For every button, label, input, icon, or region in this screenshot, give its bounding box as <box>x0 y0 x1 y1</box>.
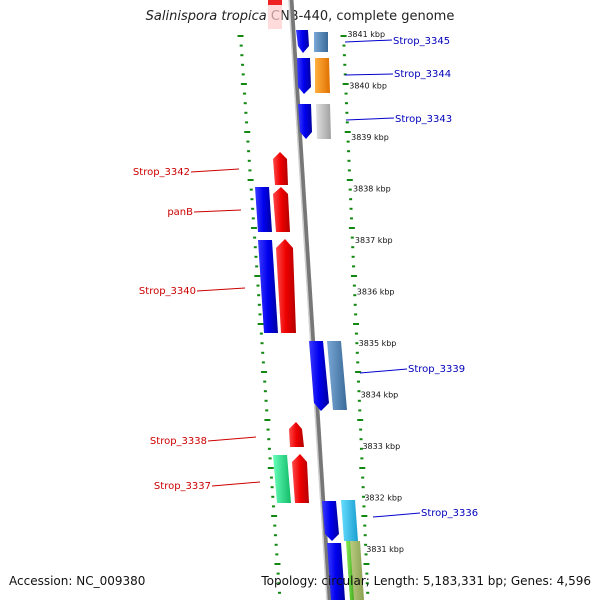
gene-strop-3342-arrow[interactable] <box>273 152 288 185</box>
gene-strop-3336-arrow[interactable] <box>322 501 339 541</box>
gene-strop-3339-cog[interactable] <box>327 341 347 410</box>
map-title-rest: CNB-440, complete genome <box>266 9 455 24</box>
gene-strop-3344-cog[interactable] <box>315 58 330 93</box>
gene-panb-arrow[interactable] <box>273 187 290 232</box>
scale-label: 3841 kbp <box>347 30 385 39</box>
scale-label: 3831 kbp <box>366 545 404 554</box>
label-strop-3337[interactable]: Strop_3337 <box>154 481 211 492</box>
gene-strop-3343-cog[interactable] <box>316 104 331 139</box>
gene-strop-3340-arrow[interactable] <box>276 239 296 333</box>
gene-arrows <box>255 30 364 600</box>
gene-bottom-blue[interactable] <box>327 543 345 600</box>
scale-label: 3835 kbp <box>359 339 397 348</box>
gene-strop-3337-arrow[interactable] <box>292 454 309 503</box>
scale-label: 3836 kbp <box>357 288 395 297</box>
gene-bottom-lime[interactable] <box>346 541 354 600</box>
backbone <box>288 0 332 600</box>
scale-label: 3838 kbp <box>353 185 391 194</box>
gene-strop-3337-cog[interactable] <box>273 455 291 503</box>
gene-strop-3345-arrow[interactable] <box>296 30 309 53</box>
gene-strop-3344-arrow[interactable] <box>297 58 311 94</box>
map-title: Salinispora tropica CNB-440, complete ge… <box>0 9 600 24</box>
gene-top-partial-pink <box>268 5 282 29</box>
map-title-species: Salinispora tropica <box>145 9 267 24</box>
gene-top-partial[interactable] <box>268 0 282 5</box>
scale-label: 3834 kbp <box>361 391 399 400</box>
scale-label: 3833 kbp <box>362 442 400 451</box>
label-strop-3339[interactable]: Strop_3339 <box>408 364 465 375</box>
scale-label: 3840 kbp <box>349 82 387 91</box>
gene-strop-3338-arrow[interactable] <box>289 422 304 447</box>
label-strop-3343[interactable]: Strop_3343 <box>395 114 452 125</box>
scale-labels: 3841 kbp 3840 kbp 3839 kbp 3838 kbp 3837 kbp… <box>347 30 404 554</box>
label-strop-3342[interactable]: Strop_3342 <box>133 167 190 178</box>
label-strop-3338[interactable]: Strop_3338 <box>150 436 207 447</box>
gene-strop-3340-blue[interactable] <box>258 240 278 333</box>
scale-label: 3832 kbp <box>364 494 402 503</box>
scale-label: 3837 kbp <box>355 236 393 245</box>
label-strop-3336[interactable]: Strop_3336 <box>421 508 478 519</box>
label-connectors <box>190 39 421 518</box>
label-strop-3345[interactable]: Strop_3345 <box>393 36 450 47</box>
ruler-dashes <box>237 35 370 594</box>
gene-panb-blue[interactable] <box>255 187 272 232</box>
scale-label: 3839 kbp <box>351 133 389 142</box>
gene-strop-3345-cog[interactable] <box>314 32 328 52</box>
accession-text: Accession: NC_009380 <box>9 574 146 588</box>
gene-strop-3343-arrow[interactable] <box>298 104 312 139</box>
label-panb[interactable]: panB <box>167 207 193 218</box>
gene-labels: Strop_3345 Strop_3344 Strop_3343 Strop_3… <box>133 36 478 519</box>
gene-strop-3336-cog[interactable] <box>341 500 358 541</box>
topology-text: Topology: circular; Length: 5,183,331 bp… <box>261 574 591 588</box>
label-strop-3340[interactable]: Strop_3340 <box>139 286 196 297</box>
label-strop-3344[interactable]: Strop_3344 <box>394 69 451 80</box>
gene-strop-3339-arrow[interactable] <box>309 341 329 411</box>
